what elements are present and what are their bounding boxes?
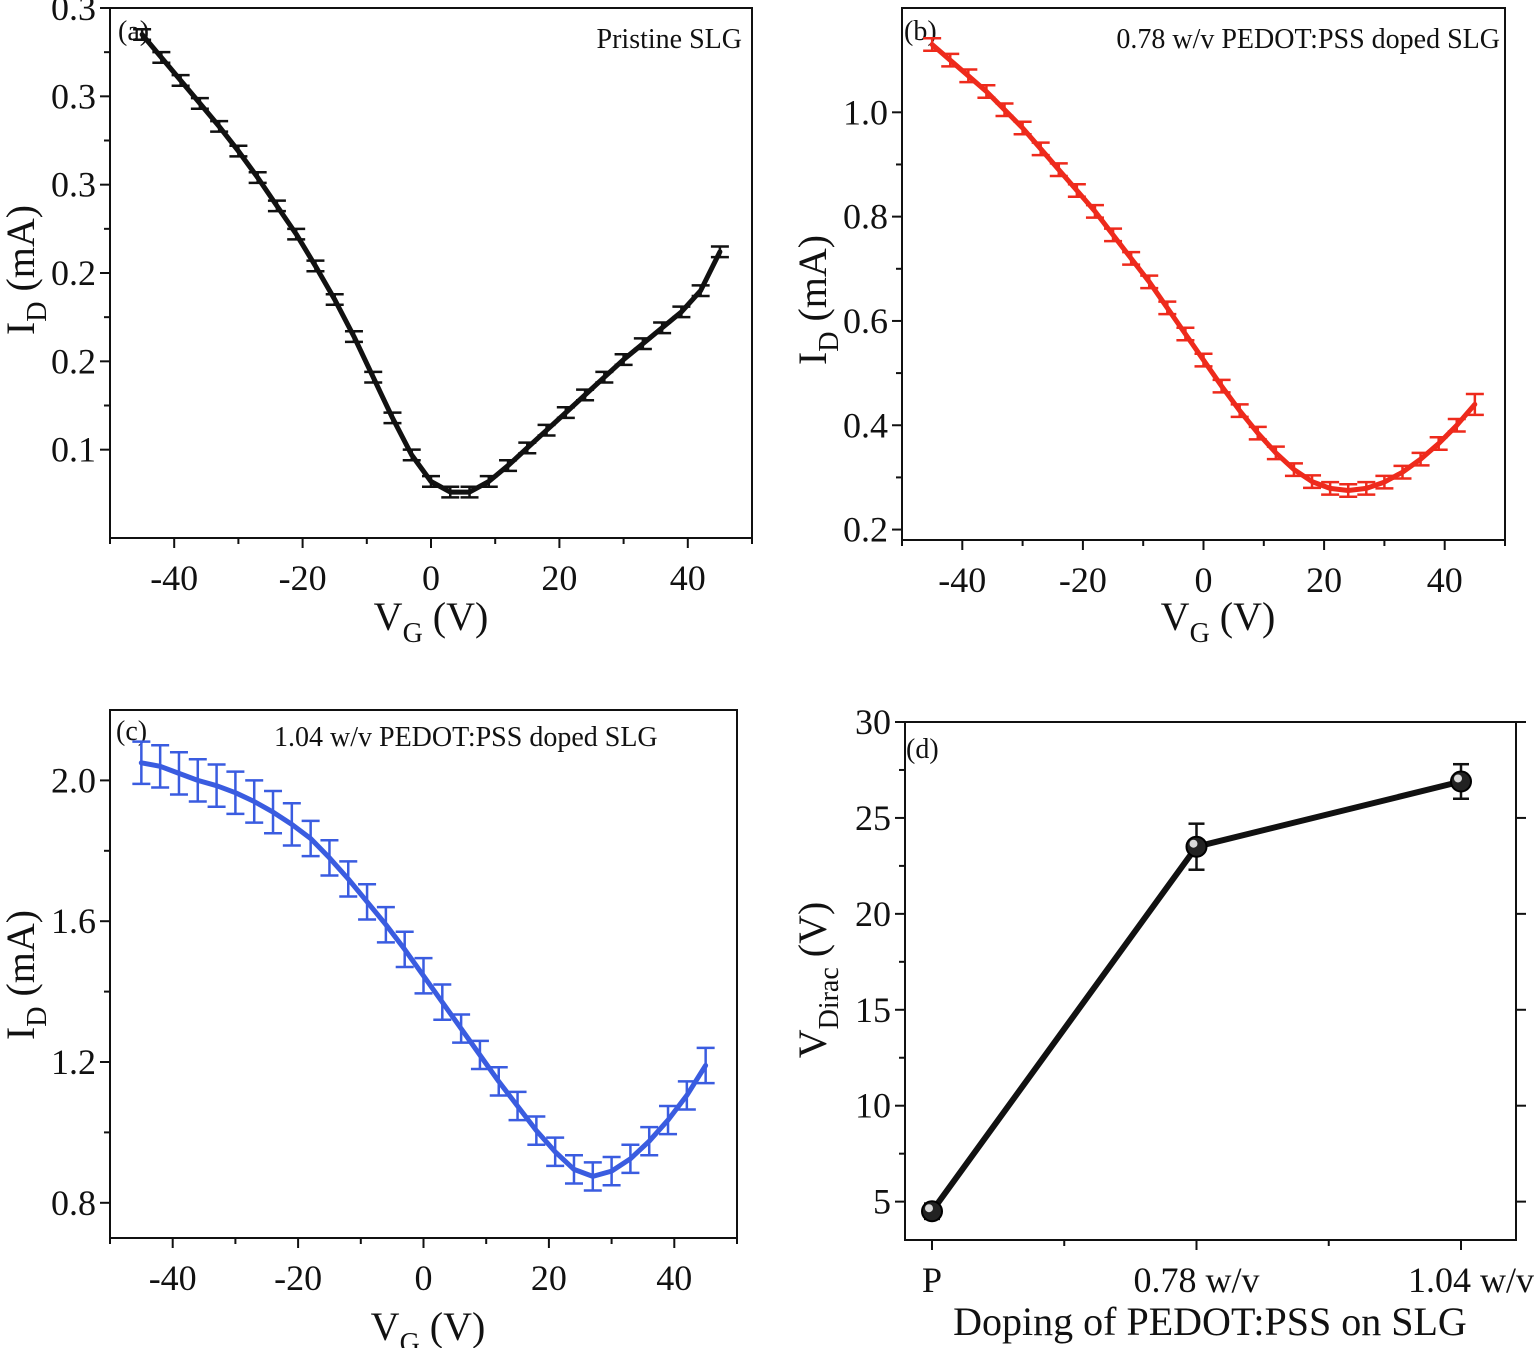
y-axis-label: ID (mA) bbox=[790, 235, 845, 365]
y-tick-label: 0.4 bbox=[843, 405, 888, 445]
series-line bbox=[929, 42, 1478, 493]
y-tick-label: 0.8 bbox=[843, 197, 888, 237]
x-tick-label: -20 bbox=[279, 558, 327, 598]
y-tick-label: 2.0 bbox=[51, 760, 96, 800]
y-tick-label: 0.8 bbox=[51, 1183, 96, 1223]
x-tick-label: P bbox=[922, 1260, 942, 1300]
y-axis-label-main: I bbox=[0, 1027, 43, 1040]
data-point-marker bbox=[1450, 770, 1472, 793]
y-tick-label: 25 bbox=[855, 798, 891, 838]
data-point bbox=[1450, 770, 1472, 793]
x-tick-label: 0 bbox=[422, 558, 440, 598]
y-axis-label: VDirac (V) bbox=[790, 902, 845, 1059]
panel-tag: (d) bbox=[906, 734, 939, 765]
x-axis-label-main: V bbox=[371, 1304, 400, 1348]
plot-frame bbox=[109, 7, 753, 539]
y-axis-label-main: V bbox=[790, 1029, 835, 1058]
y-tick-label: 0.3 bbox=[51, 0, 96, 28]
y-axis-label-unit: (V) bbox=[790, 902, 835, 968]
y-tick-label: 1.0 bbox=[843, 92, 888, 132]
x-axis-label-sub: G bbox=[400, 1328, 420, 1348]
y-axis-label-unit: (mA) bbox=[790, 235, 835, 332]
panel-annotation: Pristine SLG bbox=[597, 24, 742, 55]
y-tick-label: 15 bbox=[855, 990, 891, 1030]
y-axis-label-main: I bbox=[0, 322, 43, 335]
y-axis-label-unit: (mA) bbox=[0, 205, 43, 302]
y-axis-label: ID (mA) bbox=[0, 910, 53, 1040]
chart-panel-2: 0.20.40.60.81.0-40 -20 0 20 40(b) 0.78 w/v PE… bbox=[790, 7, 1506, 649]
x-tick-label: 40 bbox=[656, 1258, 692, 1298]
chart-panel-4: 5 10 15 20 25 30 P 0.78 w/v 1.04 w/v (d) Doping of… bbox=[790, 702, 1534, 1344]
x-tick-label: -40 bbox=[150, 558, 198, 598]
x-axis-label-sub: G bbox=[1190, 618, 1210, 649]
y-axis-label-main: I bbox=[790, 352, 835, 365]
y-tick-label: 10 bbox=[855, 1086, 891, 1126]
y-axis-label-sub: D bbox=[22, 1007, 53, 1027]
y-axis-label-sub: Dirac bbox=[814, 967, 845, 1029]
x-axis-label: VG (V) bbox=[371, 1304, 486, 1348]
y-axis-label-sub: D bbox=[814, 332, 845, 352]
y-tick-label: 0.3 bbox=[51, 76, 96, 116]
x-tick-label: -40 bbox=[938, 560, 986, 600]
x-tick-label: -20 bbox=[1059, 560, 1107, 600]
x-axis-label: Doping of PEDOT:PSS on SLG bbox=[953, 1299, 1467, 1344]
data-point bbox=[1185, 835, 1208, 858]
x-tick-label: -40 bbox=[149, 1258, 197, 1298]
y-tick-label: 20 bbox=[855, 894, 891, 934]
x-axis-label-unit: (V) bbox=[1210, 594, 1276, 639]
y-axis-label-sub: D bbox=[22, 302, 53, 322]
x-tick-label: 0 bbox=[415, 1258, 433, 1298]
y-tick-label: 0.6 bbox=[843, 301, 888, 341]
y-tick-label: 0.2 bbox=[51, 341, 96, 381]
x-tick-label: 0 bbox=[1195, 560, 1213, 600]
y-tick-label: 1.6 bbox=[51, 901, 96, 941]
x-axis-label-unit: (V) bbox=[423, 594, 489, 639]
y-tick-label: 0.2 bbox=[51, 253, 96, 293]
x-tick-label: 0.78 w/v bbox=[1134, 1260, 1260, 1300]
x-tick-label: 40 bbox=[670, 558, 706, 598]
data-point bbox=[921, 1200, 943, 1223]
data-point-marker bbox=[1185, 835, 1208, 858]
y-axis-label-unit: (mA) bbox=[0, 910, 43, 1007]
x-tick-label: 40 bbox=[1427, 560, 1463, 600]
x-tick-label: 20 bbox=[541, 558, 577, 598]
x-axis-label-sub: G bbox=[403, 618, 423, 649]
x-tick-label: 20 bbox=[531, 1258, 567, 1298]
y-tick-label: 0.3 bbox=[51, 165, 96, 205]
data-point-highlight bbox=[925, 1204, 933, 1213]
x-tick-label: 20 bbox=[1306, 560, 1342, 600]
x-axis-label-main: Doping of PEDOT:PSS on SLG bbox=[953, 1299, 1467, 1344]
x-tick-label: 1.04 w/v bbox=[1408, 1260, 1534, 1300]
panel-annotation: 1.04 w/v PEDOT:PSS doped SLG bbox=[274, 722, 658, 753]
chart-panel-3: 0.81.21.62.0-40 -20 0 20 40(c) 1.04 w/v PEDOT… bbox=[0, 709, 738, 1348]
x-axis-label-main: V bbox=[1161, 594, 1190, 639]
y-tick-label: 1.2 bbox=[51, 1042, 96, 1082]
panel-annotation: 0.78 w/v PEDOT:PSS doped SLG bbox=[1116, 24, 1500, 55]
x-tick-label: -20 bbox=[274, 1258, 322, 1298]
series-line bbox=[138, 760, 709, 1179]
plot-frame bbox=[904, 721, 1517, 1241]
y-tick-label: 0.1 bbox=[51, 430, 96, 470]
data-point-highlight bbox=[1189, 839, 1198, 848]
x-axis-label-unit: (V) bbox=[420, 1304, 486, 1348]
data-point-highlight bbox=[1454, 774, 1462, 783]
series-line bbox=[139, 32, 723, 495]
y-tick-label: 5 bbox=[873, 1182, 891, 1222]
y-tick-label: 0.2 bbox=[843, 510, 888, 550]
x-axis-label: VG (V) bbox=[1161, 594, 1276, 649]
plot-frame bbox=[901, 7, 1506, 541]
data-point-marker bbox=[921, 1200, 943, 1223]
x-axis-label-main: V bbox=[374, 594, 403, 639]
panel-tag: (a) bbox=[118, 16, 149, 47]
x-axis-label: VG (V) bbox=[374, 594, 489, 649]
chart-panel-1: 0.1 0.2 0.2 0.3 0.3 0.3 -40 -20 0 20 40 (a) Pristine… bbox=[0, 0, 753, 649]
y-tick-label: 30 bbox=[855, 702, 891, 742]
y-axis-label: ID (mA) bbox=[0, 205, 53, 335]
